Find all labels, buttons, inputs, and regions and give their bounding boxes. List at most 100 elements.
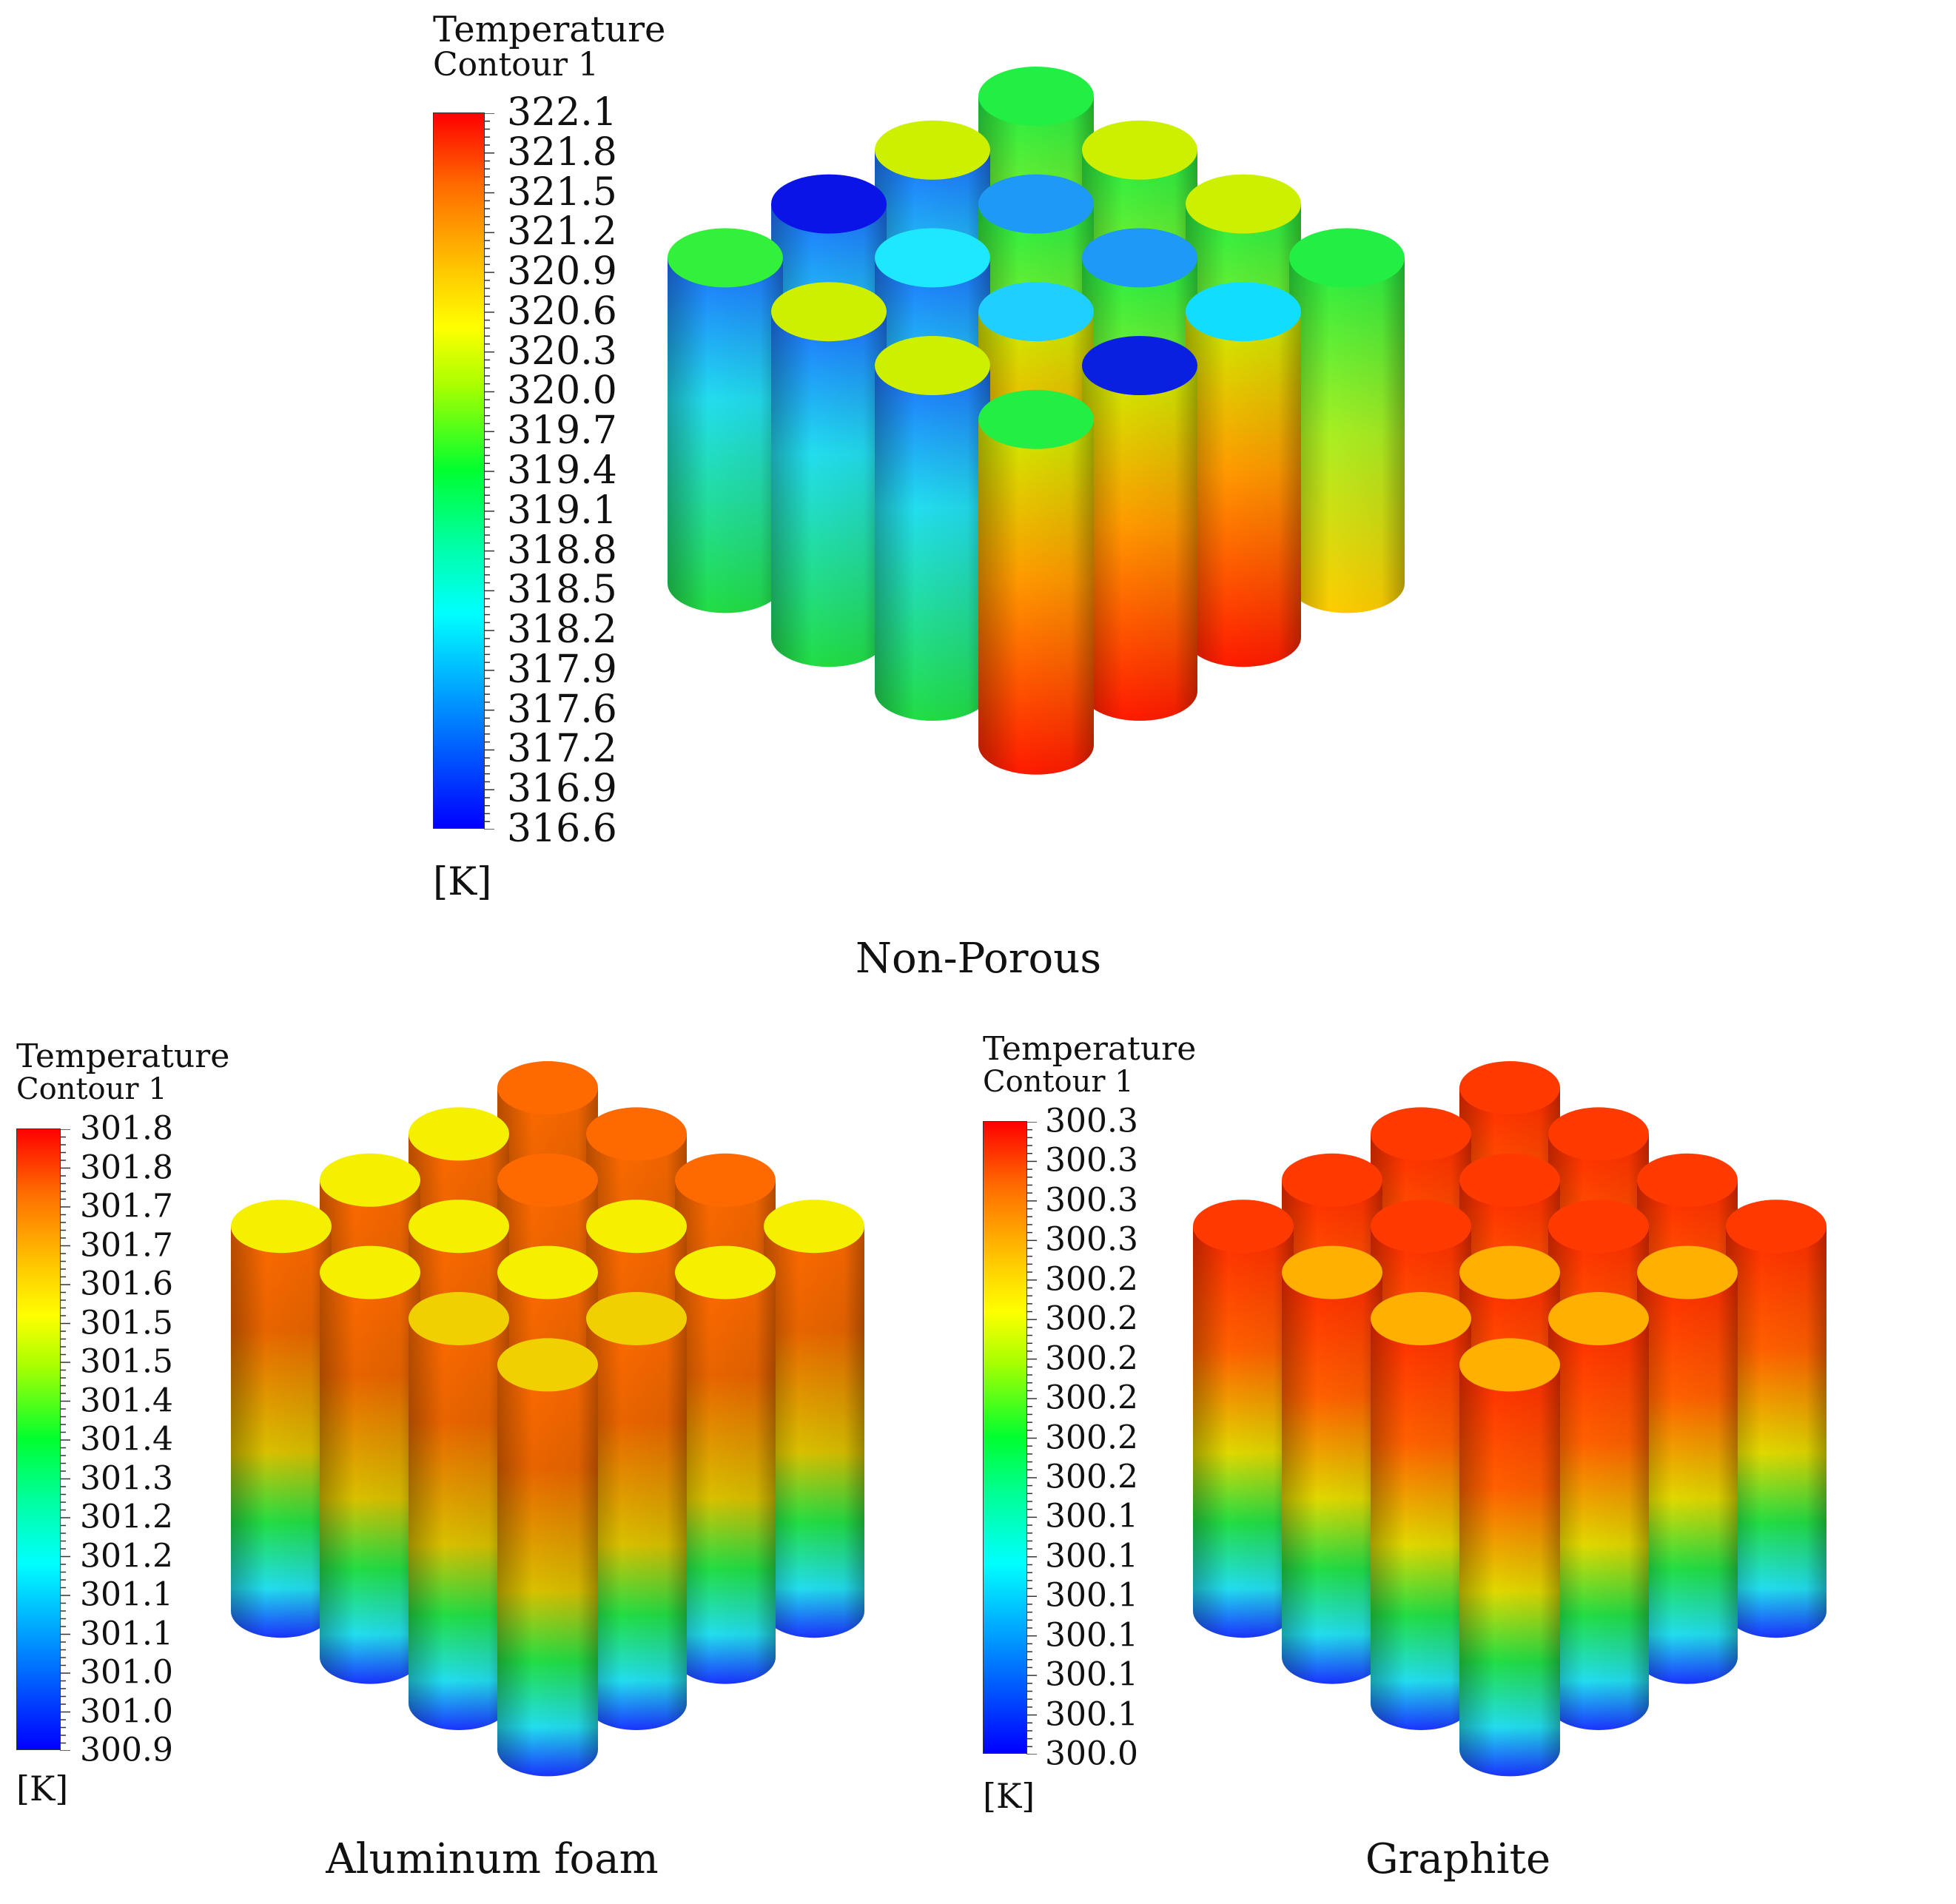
scale-label: 300.0 [1045,1735,1138,1773]
cylinder [1282,1245,1382,1684]
scale-ticks [1026,1122,1037,1755]
scale-label: 318.2 [507,608,617,653]
scale-label: 322.1 [507,90,617,135]
scale-label: 321.8 [507,129,617,175]
scale-label: 300.2 [1045,1299,1138,1338]
scale-label: 300.9 [80,1731,173,1769]
scale-ticks [484,113,494,830]
scale-label: 301.1 [80,1615,173,1652]
cylinder [1548,1292,1649,1730]
scale-label: 301.4 [80,1382,173,1419]
cylinder [1726,1200,1826,1638]
cylinder [1459,1338,1560,1777]
panel-aluminum-foam: Temperature Contour 1 301.8 301.8 301.7 301… [0,1029,977,1902]
scale-label: 317.9 [507,647,617,692]
scale-label: 300.1 [1045,1695,1138,1734]
scale-label: 301.8 [80,1109,173,1148]
scale-label: 300.1 [1045,1497,1138,1535]
scale-label: 300.2 [1045,1458,1138,1496]
legend-title-line1: Temperature [16,1037,230,1075]
cylinder [409,1292,509,1730]
cylinder [1082,336,1197,721]
scale-labels: 300.3 300.3 300.3 300.3 300.2 300.2 300.2 300.2… [1045,1103,1138,1773]
unit-label: [K] [983,1776,1035,1816]
legend-title-line2: Contour 1 [433,46,599,84]
scale-label: 300.1 [1045,1655,1138,1694]
cylinder [586,1292,687,1730]
cylinder [1637,1245,1738,1684]
scale-label: 319.1 [507,488,617,533]
scale-label: 301.2 [80,1537,173,1575]
panel-non-porous: Temperature Contour 1 322.1 321.8 321.5 321… [433,11,1405,983]
scale-label: 300.3 [1045,1181,1138,1220]
legend-title: Temperature Contour 1 [983,1032,1196,1097]
scale-label: 301.0 [80,1653,173,1692]
legend-title-line1: Temperature [983,1030,1197,1068]
scale-label: 320.6 [507,289,617,334]
cylinder-array-render [231,1061,864,1777]
scale-label: 319.4 [507,448,617,493]
scale-label: 317.2 [507,727,617,772]
cylinder [764,1200,864,1638]
scale-label: 301.5 [80,1342,173,1381]
cylinder [231,1200,332,1638]
scale-label: 301.7 [80,1226,173,1264]
panel-caption: Graphite [1365,1835,1551,1883]
scale-label: 320.3 [507,329,617,374]
cylinder [320,1245,420,1684]
scale-label: 301.4 [80,1420,173,1459]
scale-label: 300.1 [1045,1537,1138,1575]
cylinder [875,336,990,721]
legend-title-line2: Contour 1 [983,1065,1134,1100]
scale-label: 301.2 [80,1498,173,1536]
scale-label: 300.2 [1045,1419,1138,1456]
cylinder [1371,1292,1471,1730]
scale-labels: 301.8 301.8 301.7 301.7 301.6 301.5 301.5 301.4… [80,1110,173,1769]
scale-label: 300.2 [1045,1260,1138,1299]
cylinder-array-render [1193,1061,1826,1777]
scale-label: 301.8 [80,1148,173,1186]
scale-label: 320.0 [507,369,617,414]
legend-title-line2: Contour 1 [16,1072,167,1107]
scale-label: 301.7 [80,1187,173,1225]
scale-label: 319.7 [507,408,617,454]
scale-label: 300.1 [1045,1576,1138,1615]
cylinder [1193,1200,1294,1638]
scale-ticks [60,1129,70,1751]
cylinder [668,228,783,613]
scale-label: 300.3 [1045,1220,1138,1259]
panel-caption: Aluminum foam [326,1835,659,1883]
scale-label: 301.3 [80,1459,173,1497]
scale-label: 317.6 [507,687,617,732]
cylinder [675,1245,776,1684]
legend-title: Temperature Contour 1 [433,11,665,83]
cylinder [771,282,887,667]
scale-label: 300.3 [1045,1141,1138,1180]
scale-label: 301.5 [80,1304,173,1342]
scale-label: 301.1 [80,1575,173,1614]
scale-label: 301.6 [80,1265,173,1303]
legend-title: Temperature Contour 1 [16,1037,230,1107]
cylinder [978,389,1094,775]
scale-label: 321.2 [507,209,617,255]
cylinder-array-render [668,67,1405,775]
scale-label: 321.5 [507,169,617,215]
scale-label: 318.8 [507,528,617,573]
cylinder [497,1338,598,1777]
color-scale-bar [983,1121,1037,1755]
panel-caption: Non-Porous [855,935,1102,983]
scale-label: 300.3 [1045,1102,1138,1140]
color-scale-bar [433,112,494,830]
scale-label: 316.9 [507,767,617,812]
scale-label: 301.0 [80,1692,173,1730]
scale-label: 316.6 [507,807,617,851]
scale-labels: 322.1 321.8 321.5 321.2 320.9 320.6 320.3 320.0… [507,90,618,851]
panel-graphite: Temperature Contour 1 300.3 300.3 300.3 300… [977,1029,1954,1902]
scale-label: 300.2 [1045,1339,1138,1378]
cylinder [1186,282,1301,667]
cylinder [1289,228,1405,613]
color-scale-bar [16,1128,70,1751]
legend-title-line1: Temperature [433,9,666,50]
scale-label: 300.1 [1045,1616,1138,1655]
unit-label: [K] [433,860,492,904]
